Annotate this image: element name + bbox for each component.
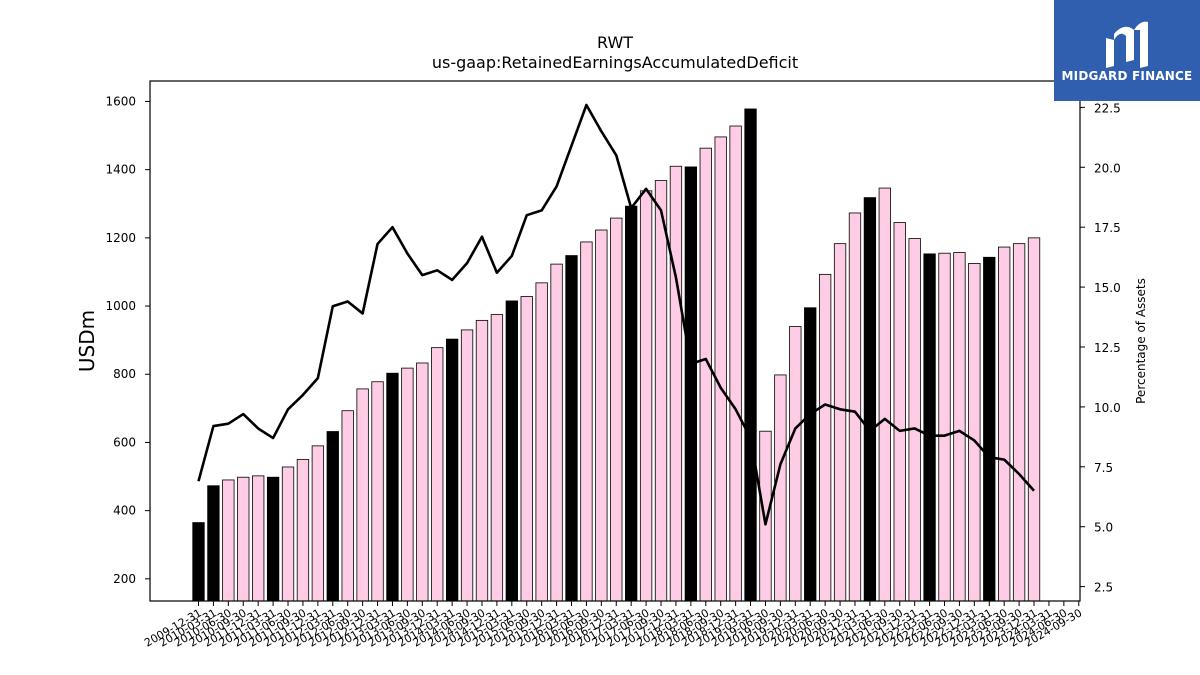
bar [1027,237,1041,602]
bar [490,314,504,602]
bar [341,410,354,602]
bar [595,229,608,602]
y-tick-label: 1400 [105,163,136,177]
bar [863,197,877,602]
bar [729,125,742,602]
bar [744,108,757,602]
bar [401,367,414,602]
bar [998,246,1011,602]
bar [714,136,727,602]
bar [639,190,653,602]
bar [520,296,533,602]
bar [311,445,325,602]
bar [580,241,593,602]
bar [818,273,832,602]
y-tick-label: 800 [113,367,136,381]
bar [699,147,712,602]
bar [893,222,906,602]
bar [953,252,966,602]
bar [878,187,891,602]
bar [237,476,250,602]
bar [654,180,668,602]
bar [505,300,518,602]
bar [833,243,847,602]
bar [431,347,444,602]
y-tick-label: 1000 [105,299,136,313]
left-axis: 200 400 600 800 1000 1200 1400 1600 [105,94,150,586]
y2-tick-label: 7.5 [1094,461,1113,475]
bar [759,430,772,602]
line-series [197,103,1035,526]
logo-mark-icon [1106,21,1148,68]
bar [938,252,951,602]
bar [968,263,981,602]
right-axis: 2.5 5.0 7.5 10.0 12.5 15.0 17.5 20.0 22.5 [1080,101,1121,595]
y-tick-label: 1600 [105,94,136,108]
bar [565,255,578,602]
y2-tick-label: 10.0 [1094,401,1121,415]
bar [371,381,384,602]
bar [266,476,280,602]
bar [475,319,489,602]
bar [684,166,698,602]
bar [535,282,548,602]
bar [610,217,623,602]
bar [669,165,683,602]
bar [848,212,862,602]
y2-tick-label: 20.0 [1094,161,1121,175]
bar [983,256,996,602]
y-tick-label: 600 [113,435,136,449]
bar [192,522,205,602]
bar [789,326,802,602]
y2-tick-label: 12.5 [1094,341,1121,355]
bar [1012,243,1026,602]
bar [356,388,369,602]
bar [222,479,235,602]
chart-title: RWT [597,33,633,52]
x-axis: 2009-12-312010-03-312010-06-302010-09-30… [142,601,1084,650]
bar [326,431,339,602]
series-line [197,103,1035,526]
bar [296,459,310,602]
y2-tick-label: 15.0 [1094,281,1121,295]
bar [774,374,787,602]
bar [445,338,459,602]
y2-tick-label: 22.5 [1094,101,1121,115]
bar [625,205,638,602]
bar-series [192,108,1041,602]
bar [923,253,936,602]
brand-logo: MIDGARD FINANCE [1054,0,1200,101]
y-tick-label: 400 [113,504,136,518]
y2-tick-label: 17.5 [1094,221,1121,235]
bar [804,307,817,602]
bar [550,263,563,602]
bar [281,466,295,602]
logo-text: MIDGARD FINANCE [1061,69,1193,83]
bar [908,238,921,602]
bar [207,485,220,602]
bar [252,475,265,602]
plot-frame [149,80,1081,602]
chart-subtitle: us-gaap:RetainedEarningsAccumulatedDefic… [432,53,798,72]
y2-tick-label: 5.0 [1094,521,1113,535]
y-tick-label: 200 [113,572,136,586]
y-axis-label: USDm [75,310,99,372]
bar [386,372,399,602]
bar [416,362,429,602]
bar [460,329,474,602]
y2-tick-label: 2.5 [1094,581,1113,595]
y2-axis-label: Percentage of Assets [1134,278,1148,404]
y-tick-label: 1200 [105,231,136,245]
